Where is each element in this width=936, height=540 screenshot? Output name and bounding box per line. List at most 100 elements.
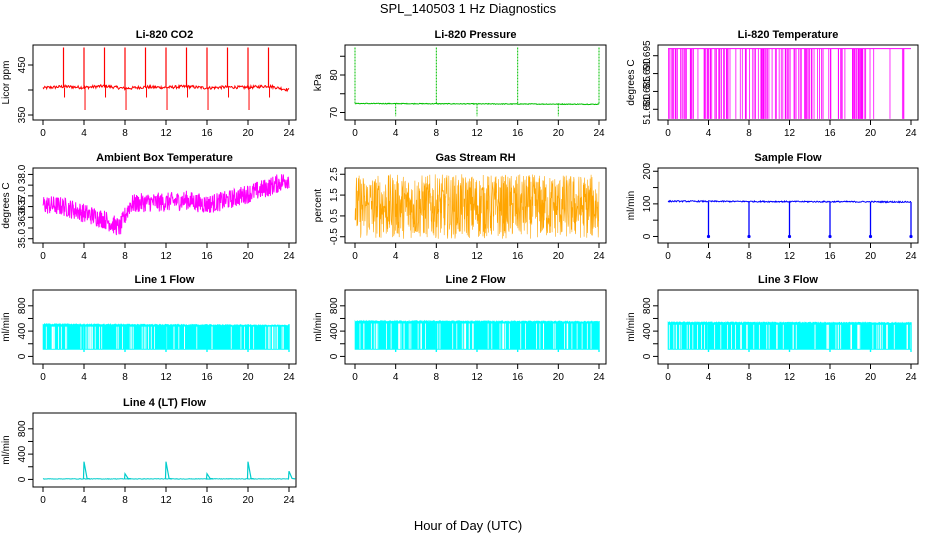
- y-tick-label: 51.685: [642, 76, 653, 107]
- y-tick-label: 400: [17, 445, 28, 462]
- rh-trace: [354, 174, 600, 239]
- plot-frame: [32, 44, 297, 121]
- plot-frame: [344, 44, 607, 121]
- x-tick-label: 16: [201, 372, 213, 383]
- x-tick-label: 24: [905, 128, 917, 139]
- x-tick-label: 0: [40, 128, 46, 139]
- x-tick-label: 0: [352, 251, 358, 262]
- x-tick-label: 8: [746, 128, 752, 139]
- sample-dip-point: [828, 234, 832, 239]
- x-tick-label: 4: [393, 372, 399, 383]
- y-tick-label: 350: [17, 106, 28, 123]
- x-tick-label: 20: [553, 251, 565, 262]
- y-tick-label: 51.695: [642, 40, 653, 71]
- x-tick-label: 20: [242, 495, 254, 506]
- x-tick-label: 20: [242, 128, 254, 139]
- x-tick-label: 0: [665, 128, 671, 139]
- flow-peak: [123, 471, 132, 480]
- x-tick-label: 20: [865, 372, 877, 383]
- chart-title: Li-820 Temperature: [738, 29, 839, 41]
- plot-frame: [657, 167, 919, 244]
- y-tick-label: 1.5: [329, 188, 340, 202]
- x-tick-label: 8: [122, 251, 128, 262]
- x-tick-label: 12: [160, 128, 172, 139]
- y-tick-label: 2.5: [329, 167, 340, 181]
- plot-frame: [344, 167, 607, 244]
- x-tick-label: 12: [471, 128, 483, 139]
- x-tick-label: 12: [784, 251, 796, 262]
- x-tick-label: 4: [81, 372, 87, 383]
- x-tick-label: 20: [865, 251, 877, 262]
- x-tick-label: 4: [706, 251, 712, 262]
- y-tick-label: 100: [642, 195, 653, 212]
- y-tick-label: 800: [642, 297, 653, 314]
- x-tick-label: 12: [784, 372, 796, 383]
- flow-peak: [82, 461, 91, 480]
- sample-dip-point: [747, 234, 751, 239]
- y-tick-label: 37.0: [17, 186, 28, 206]
- chart-title: Line 1 Flow: [135, 274, 195, 286]
- chart-panel-9: Line 3 Flow 0 4 8 12 16 20 24 0 400 800 ml/min: [626, 274, 919, 383]
- plot-frame: [344, 289, 607, 365]
- flow-peak: [287, 470, 296, 480]
- y-tick-label: 400: [17, 322, 28, 339]
- x-tick-label: 8: [746, 251, 752, 262]
- x-tick-label: 12: [471, 251, 483, 262]
- y-tick-label: 400: [329, 322, 340, 339]
- chart-title: Sample Flow: [754, 152, 822, 164]
- figure-title: SPL_140503 1 Hz Diagnostics: [379, 1, 557, 16]
- y-tick-label: 400: [642, 322, 653, 339]
- x-tick-label: 20: [865, 128, 877, 139]
- sample-dip-point: [909, 234, 913, 239]
- x-tick-label: 16: [201, 128, 213, 139]
- y-tick-label: 800: [17, 420, 28, 437]
- x-axis-title: Hour of Day (UTC): [413, 518, 523, 533]
- y-tick-label: 80: [329, 69, 340, 81]
- chart-title: Line 4 (LT) Flow: [123, 397, 206, 409]
- y-tick-label: 35.0: [17, 229, 28, 249]
- data-series: [42, 174, 290, 236]
- y-tick-label: 0: [642, 233, 653, 239]
- y-tick-label: 450: [17, 56, 28, 73]
- y-tick-label: 800: [17, 297, 28, 314]
- chart-panel-8: Line 2 Flow 0 4 8 12 16 20 24 0 400 800 ml/min: [313, 274, 607, 383]
- y-axis-label: ml/min: [313, 312, 324, 341]
- x-tick-label: 24: [283, 495, 295, 506]
- x-tick-label: 4: [81, 251, 87, 262]
- chart-panel-10: Line 4 (LT) Flow 0 4 8 12 16 20 24 0 400 800 ml/min: [1, 397, 297, 506]
- chart-panel-4: Ambient Box Temperature 0 4 8 12 16 20 24 35.0 36…: [1, 152, 297, 262]
- y-axis-label: degrees C: [1, 182, 12, 228]
- y-tick-label: -0.5: [329, 228, 340, 246]
- chart-panel-7: Line 1 Flow 0 4 8 12 16 20 24 0 400 800 ml/min: [1, 274, 297, 383]
- x-tick-label: 0: [665, 251, 671, 262]
- x-tick-label: 16: [512, 128, 524, 139]
- chart-panel-3: Li-820 Temperature 0 4 8 12 16 20 24 51.68051.68…: [626, 29, 919, 139]
- x-tick-label: 16: [824, 372, 836, 383]
- x-tick-label: 20: [553, 128, 565, 139]
- plot-frame: [32, 167, 297, 244]
- plot-frame: [657, 44, 919, 121]
- plot-frame: [32, 289, 297, 365]
- x-tick-label: 24: [905, 372, 917, 383]
- x-tick-label: 24: [283, 128, 295, 139]
- y-tick-label: 0: [642, 353, 653, 359]
- y-tick-label: 0.5: [329, 209, 340, 223]
- flow-peak: [246, 461, 255, 480]
- x-tick-label: 0: [352, 128, 358, 139]
- x-tick-label: 12: [471, 372, 483, 383]
- flow-peak: [205, 471, 214, 480]
- x-tick-label: 8: [434, 372, 440, 383]
- y-axis-label: Licor ppm: [1, 61, 12, 105]
- y-tick-label: 800: [329, 297, 340, 314]
- chart-title: Gas Stream RH: [435, 152, 515, 164]
- y-tick-label: 0: [17, 353, 28, 359]
- x-tick-label: 24: [283, 372, 295, 383]
- x-tick-label: 4: [706, 372, 712, 383]
- x-tick-label: 16: [824, 251, 836, 262]
- trace-line: [42, 174, 290, 236]
- y-axis-label: degrees C: [626, 59, 637, 105]
- data-series: [667, 321, 912, 352]
- x-tick-label: 20: [553, 372, 565, 383]
- data-series: [668, 48, 911, 119]
